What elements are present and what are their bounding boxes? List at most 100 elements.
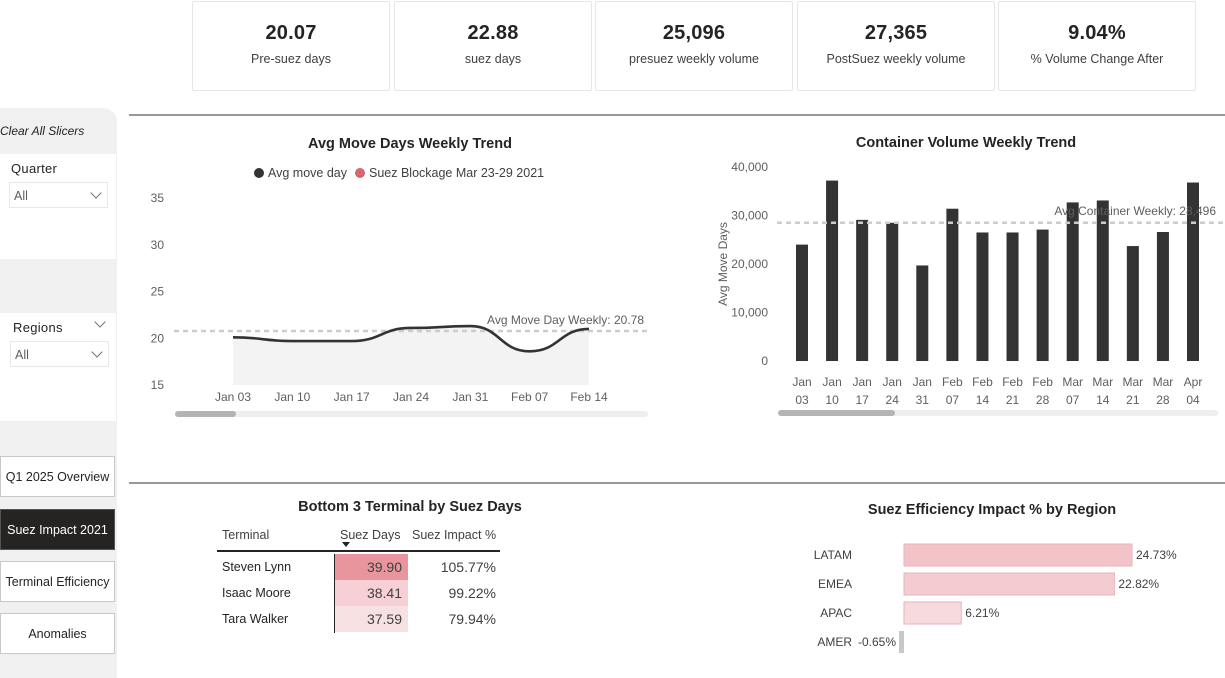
line-chart-scrollbar[interactable]: [175, 411, 648, 417]
x-tick-label-month: Jan: [883, 375, 902, 389]
x-tick-label-month: Mar: [1123, 375, 1144, 389]
section-divider-bottom: [129, 482, 1225, 484]
bar: [1006, 232, 1019, 361]
legend-dot-suez-blockage: [354, 168, 365, 178]
y-tick-label: 10,000: [731, 306, 768, 320]
x-tick-label-day: 31: [916, 393, 930, 407]
bar: [1126, 246, 1139, 361]
quarter-slicer-title: Quarter: [11, 161, 58, 176]
clear-all-slicers-button[interactable]: Clear All Slicers: [0, 108, 117, 154]
kpi-label: presuez weekly volume: [629, 52, 759, 66]
kpi-label: PostSuez weekly volume: [826, 52, 966, 66]
line-chart-title: Avg Move Days Weekly Trend: [308, 136, 512, 152]
bar: [946, 208, 959, 361]
x-tick-label-month: Mar: [1062, 375, 1083, 389]
kpi-value: 20.07: [265, 22, 317, 44]
legend-label-suez-blockage: Suez Blockage Mar 23-29 2021: [368, 166, 545, 180]
kpi-value: 27,365: [864, 22, 928, 44]
x-tick-label: Jan 24: [393, 390, 429, 404]
x-tick-label-day: 14: [1096, 393, 1110, 407]
x-tick-label-day: 21: [1126, 393, 1140, 407]
bar-chart-scrollbar-thumb[interactable]: [778, 410, 895, 416]
sort-descending-icon: [342, 542, 350, 547]
bar: [1036, 229, 1049, 361]
x-tick-label: Jan 10: [274, 390, 310, 404]
series-line-avg-move-day: [232, 324, 590, 353]
kpi-value: 9.04%: [1068, 22, 1126, 44]
bar: [916, 265, 929, 361]
kpi-card-presuez-weekly-volume: 25,096 presuez weekly volume: [595, 1, 793, 91]
region-label: EMEA: [818, 577, 852, 591]
region-bar: [899, 631, 904, 653]
region-bar: [903, 601, 962, 625]
x-tick-label-month: Mar: [1153, 375, 1174, 389]
section-divider-top: [129, 114, 1225, 116]
table-row[interactable]: Isaac Moore 38.41 99.22%: [217, 580, 500, 606]
quarter-dropdown[interactable]: All: [9, 182, 108, 208]
terminal-name: Isaac Moore: [222, 586, 291, 600]
x-tick-label-month: Mar: [1092, 375, 1113, 389]
x-tick-label-month: Feb: [1002, 375, 1023, 389]
suez-days-value: 37.59: [334, 606, 408, 632]
kpi-label: % Volume Change After: [1030, 52, 1164, 66]
table-row[interactable]: Steven Lynn 39.90 105.77%: [217, 554, 500, 580]
nav-button-anomalies[interactable]: Anomalies: [0, 613, 115, 654]
x-tick-label: Jan 31: [452, 390, 488, 404]
suez-impact-value: 99.22%: [448, 585, 496, 601]
region-value-label: 6.21%: [965, 606, 999, 620]
y-tick-label: 25: [151, 285, 165, 299]
region-value-label: 24.73%: [1136, 548, 1177, 562]
y-tick-label: 15: [151, 378, 165, 392]
kpi-card-pre-suez-days: 20.07 Pre-suez days: [192, 1, 390, 91]
suez-days-value: 38.41: [334, 580, 408, 606]
line-chart-scrollbar-thumb[interactable]: [175, 411, 236, 417]
bar-chart: 0 10,000 20,000 30,000 40,000 Avg Move Days Ja…: [716, 160, 1225, 407]
x-tick-label-day: 28: [1036, 393, 1050, 407]
column-header-terminal[interactable]: Terminal: [222, 528, 270, 542]
bar: [1096, 200, 1109, 361]
y-tick-label: 35: [151, 191, 165, 205]
table-row[interactable]: Tara Walker 37.59 79.94%: [217, 606, 500, 632]
nav-button-terminal-efficiency[interactable]: Terminal Efficiency: [0, 561, 115, 602]
x-tick-label-month: Jan: [792, 375, 811, 389]
nav-button-suez-impact-2021[interactable]: Suez Impact 2021: [0, 509, 115, 550]
x-tick-label-month: Jan: [822, 375, 841, 389]
line-chart: 15 20 25 30 35 Jan 03 Jan 10 Jan 17 Jan 24 Jan 31…: [151, 191, 650, 404]
x-tick-label: Jan 03: [215, 390, 251, 404]
column-header-suez-impact[interactable]: Suez Impact %: [412, 528, 497, 542]
region-value-label: -0.65%: [858, 635, 896, 649]
x-tick-label: Feb 07: [511, 390, 549, 404]
line-chart-legend: Avg move day Suez Blockage Mar 23-29 202…: [254, 166, 544, 180]
region-label: AMER: [817, 635, 852, 649]
bar-chart-scrollbar[interactable]: [778, 410, 1218, 416]
x-tick-label-day: 17: [855, 393, 869, 407]
region-bar: [903, 572, 1115, 596]
reference-line-label: Avg Move Day Weekly: 20.78: [487, 313, 644, 327]
chevron-down-icon: [90, 187, 102, 199]
y-axis-title: Avg Move Days: [716, 222, 730, 306]
chevron-down-icon: [91, 346, 103, 358]
nav-button-q1-2025-overview[interactable]: Q1 2025 Overview: [0, 456, 115, 497]
regions-slicer-panel: [0, 313, 117, 421]
region-value-label: 22.82%: [1118, 577, 1159, 591]
bar: [1156, 231, 1169, 361]
x-tick-label-month: Jan: [913, 375, 932, 389]
kpi-card-postsuez-weekly-volume: 27,365 PostSuez weekly volume: [797, 1, 995, 91]
x-tick-label-day: 21: [1006, 393, 1020, 407]
x-tick-label-day: 03: [795, 393, 809, 407]
bar: [796, 244, 808, 361]
regions-dropdown[interactable]: All: [10, 341, 109, 367]
region-label: APAC: [820, 606, 852, 620]
y-tick-label: 30,000: [731, 209, 768, 223]
bar: [976, 232, 989, 361]
x-tick-label-month: Feb: [1032, 375, 1053, 389]
column-header-suez-days[interactable]: Suez Days: [340, 528, 401, 542]
suez-impact-value: 79.94%: [448, 611, 496, 627]
x-tick-label-day: 28: [1156, 393, 1170, 407]
x-tick-label-month: Apr: [1184, 375, 1203, 389]
quarter-dropdown-value: All: [14, 189, 28, 203]
region-label: LATAM: [814, 548, 852, 562]
x-tick-label-day: 07: [946, 393, 960, 407]
region-bar: [903, 543, 1133, 567]
regions-slicer-title: Regions: [13, 320, 63, 335]
